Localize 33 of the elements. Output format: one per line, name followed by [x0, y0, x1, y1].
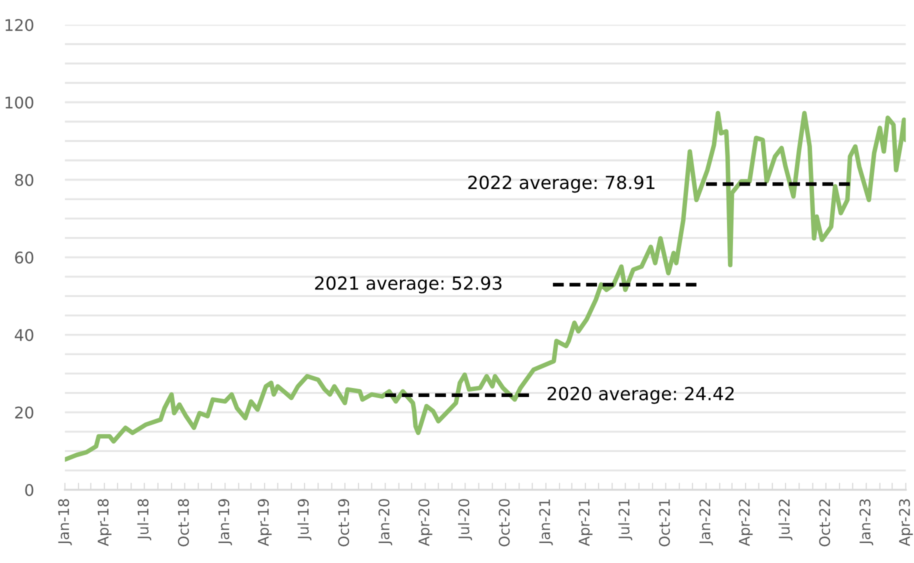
- y-tick-label: 120: [6, 18, 34, 32]
- x-tick-label: Jul-20: [458, 499, 472, 540]
- x-tick-label: Jul-19: [297, 499, 312, 540]
- x-tick-label: Oct-18: [178, 499, 189, 546]
- y-tick-label: 20: [15, 406, 34, 419]
- x-tick-label: Jul-22: [778, 500, 792, 540]
- annotation: 2021 average: 52.93: [315, 276, 502, 294]
- x-tick-label: Jan-19: [218, 499, 232, 546]
- x-tick-label: Oct-19: [338, 499, 350, 546]
- annotation: 2020 average: 24.42: [548, 386, 734, 404]
- x-tick-label: Jan-23: [859, 499, 874, 546]
- x-tick-label: Jan-22: [699, 500, 714, 546]
- y-tick-label: 80: [15, 174, 34, 186]
- x-tick-label: Apr-18: [98, 499, 112, 546]
- x-tick-label: Apr-22: [738, 500, 753, 546]
- x-tick-label: Oct-22: [819, 500, 830, 546]
- x-tick-label: Jan-18: [58, 499, 72, 546]
- x-tick-label: Apr-19: [258, 499, 272, 546]
- x-tick-label: Jul-21: [618, 499, 632, 540]
- x-tick-label: Apr-21: [578, 499, 592, 546]
- x-tick-label: Jan-21: [539, 499, 553, 546]
- x-tick-label: Jul-18: [137, 499, 152, 540]
- y-tick-label: 0: [25, 484, 34, 496]
- x-tick-label: Apr-20: [418, 499, 432, 546]
- x-tick-label: Jan-20: [378, 499, 392, 546]
- x-tick-label: Apr-23: [898, 499, 913, 546]
- y-tick-label: 40: [14, 329, 34, 342]
- annotation: 2022 average: 78.91: [468, 176, 654, 193]
- x-tick-label: Oct-21: [658, 499, 670, 546]
- y-tick-label: 100: [6, 96, 34, 109]
- x-tick-label: Oct-20: [498, 499, 510, 546]
- line-series: [64, 110, 906, 462]
- y-tick-label: 60: [15, 252, 34, 264]
